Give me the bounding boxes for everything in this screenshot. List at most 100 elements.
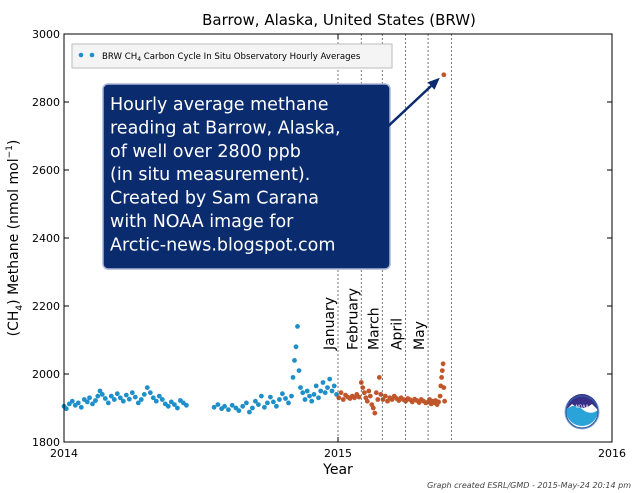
data-point: [300, 390, 306, 396]
annotation-line: Hourly average methane: [110, 95, 329, 115]
month-marker-label: February: [345, 288, 361, 350]
legend: BRW CH4 Carbon Cycle In Situ Observatory…: [71, 43, 393, 69]
data-point: [253, 398, 258, 404]
month-marker-label: May: [412, 321, 428, 350]
annotation-arrowhead: [427, 77, 440, 90]
data-point: [274, 403, 279, 409]
data-point: [144, 385, 150, 390]
data-point: [69, 398, 75, 404]
legend-marker: [89, 52, 95, 58]
legend-box: [71, 43, 393, 69]
data-point: [222, 403, 228, 409]
y-tick-label: 3000: [32, 28, 60, 41]
data-point: [389, 397, 395, 402]
data-point: [382, 393, 388, 399]
data-point: [135, 400, 141, 406]
data-point: [256, 402, 261, 407]
data-point: [307, 393, 312, 399]
data-point: [156, 393, 162, 399]
data-point: [290, 375, 296, 380]
data-point: [292, 358, 297, 363]
data-point: [325, 385, 330, 390]
data-point: [313, 383, 319, 389]
x-tick-label: 2014: [50, 447, 78, 460]
data-point: [352, 395, 357, 401]
annotation-line: of well over 2800 ppb: [110, 142, 301, 162]
data-point: [439, 375, 444, 380]
data-point: [117, 395, 123, 401]
data-point: [295, 324, 300, 329]
data-point: [159, 397, 165, 402]
data-point: [331, 383, 337, 389]
month-marker-label: January: [322, 297, 338, 351]
data-point: [141, 392, 147, 397]
data-point: [84, 399, 90, 405]
data-point: [105, 400, 111, 406]
data-point: [95, 393, 101, 399]
data-point: [123, 392, 129, 398]
data-point: [440, 361, 446, 367]
data-point: [240, 403, 246, 409]
data-point: [165, 403, 171, 409]
data-point: [304, 388, 310, 394]
data-point: [229, 402, 235, 408]
annotation-line: with NOAA image for: [110, 212, 294, 232]
data-point: [102, 396, 108, 401]
data-point: [366, 388, 372, 394]
data-point: [236, 408, 242, 414]
plot-frame: [63, 33, 613, 443]
data-point: [298, 385, 303, 390]
data-point: [311, 392, 317, 397]
annotation-line: Arctic-news.blogspot.com: [110, 235, 335, 255]
data-point: [361, 390, 367, 396]
data-point: [442, 398, 447, 404]
data-point: [138, 397, 144, 402]
data-point: [265, 400, 270, 406]
data-point: [250, 405, 255, 411]
data-point: [268, 394, 273, 400]
data-point: [437, 393, 443, 399]
y-tick-label: 2000: [32, 368, 60, 381]
data-point: [262, 404, 267, 410]
data-point: [277, 397, 282, 402]
graph-credit: Graph created ESRL/GMD - 2015-May-24 20:…: [427, 481, 631, 490]
data-point: [289, 393, 294, 399]
data-point: [364, 398, 370, 404]
data-point: [75, 400, 81, 406]
data-point: [172, 402, 177, 407]
legend-marker: [78, 52, 84, 58]
data-point: [184, 402, 189, 408]
data-point: [327, 376, 333, 382]
x-tick-label: 2015: [324, 447, 352, 460]
y-tick-label: 2400: [32, 232, 60, 245]
data-point: [367, 393, 373, 399]
month-marker-label: March: [366, 307, 382, 350]
data-point: [153, 398, 159, 404]
data-point: [147, 390, 153, 396]
data-point: [338, 390, 344, 396]
data-point: [247, 409, 252, 415]
data-point: [99, 392, 105, 397]
data-point: [129, 390, 135, 396]
data-point: [441, 72, 447, 78]
annotation-arrow: [382, 85, 432, 132]
data-point: [78, 404, 84, 410]
month-marker-label: April: [390, 318, 406, 350]
data-point: [293, 344, 299, 350]
data-point: [373, 390, 379, 396]
data-point: [356, 394, 362, 400]
data-point: [93, 398, 98, 403]
data-point: [322, 390, 328, 396]
data-point: [372, 410, 378, 416]
data-point: [259, 393, 264, 399]
x-axis-label: Year: [322, 462, 353, 478]
data-point: [114, 391, 120, 397]
data-point: [97, 388, 103, 394]
data-point: [385, 398, 390, 404]
data-point: [63, 406, 69, 412]
data-point: [87, 395, 92, 401]
data-point: [340, 397, 346, 402]
data-point: [126, 396, 132, 402]
data-point: [280, 391, 285, 397]
